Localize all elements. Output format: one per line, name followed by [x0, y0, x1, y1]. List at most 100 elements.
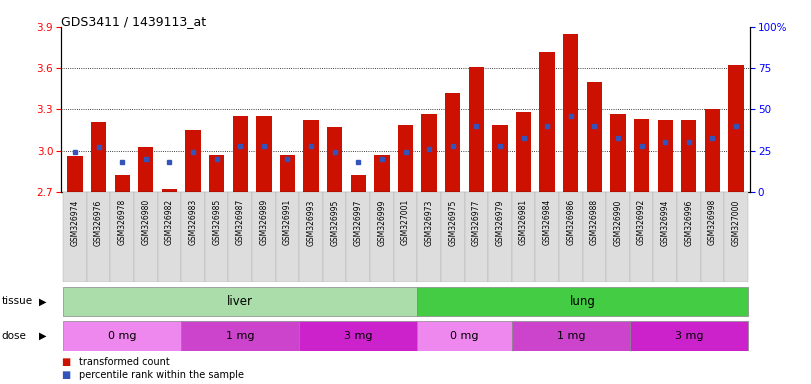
Text: GSM326984: GSM326984: [543, 199, 551, 245]
Text: GSM326978: GSM326978: [118, 199, 127, 245]
FancyBboxPatch shape: [370, 192, 393, 282]
Bar: [705, 109, 720, 192]
FancyBboxPatch shape: [441, 192, 465, 282]
Bar: [350, 175, 366, 192]
Bar: [611, 114, 625, 192]
FancyBboxPatch shape: [630, 321, 748, 351]
Text: GSM326997: GSM326997: [354, 199, 363, 246]
Bar: [445, 93, 461, 192]
Bar: [658, 121, 673, 192]
Text: percentile rank within the sample: percentile rank within the sample: [79, 370, 244, 380]
Text: GSM327001: GSM327001: [401, 199, 410, 245]
Text: GSM326975: GSM326975: [448, 199, 457, 246]
FancyBboxPatch shape: [512, 321, 630, 351]
Text: GSM326991: GSM326991: [283, 199, 292, 245]
Text: GSM326973: GSM326973: [425, 199, 434, 246]
Text: 3 mg: 3 mg: [344, 331, 372, 341]
FancyBboxPatch shape: [488, 192, 512, 282]
Text: GSM326980: GSM326980: [141, 199, 150, 245]
FancyBboxPatch shape: [134, 192, 157, 282]
Text: GSM326974: GSM326974: [71, 199, 79, 246]
FancyBboxPatch shape: [299, 321, 418, 351]
Bar: [138, 147, 153, 192]
Text: ■: ■: [61, 357, 70, 367]
Text: GSM326996: GSM326996: [684, 199, 693, 246]
Text: 0 mg: 0 mg: [108, 331, 136, 341]
FancyBboxPatch shape: [63, 321, 181, 351]
Text: GSM326992: GSM326992: [637, 199, 646, 245]
Bar: [303, 121, 319, 192]
FancyBboxPatch shape: [181, 192, 205, 282]
FancyBboxPatch shape: [418, 321, 512, 351]
Bar: [186, 130, 200, 192]
Text: GSM326988: GSM326988: [590, 199, 599, 245]
FancyBboxPatch shape: [87, 192, 110, 282]
FancyBboxPatch shape: [654, 192, 677, 282]
Bar: [492, 124, 508, 192]
FancyBboxPatch shape: [701, 192, 724, 282]
FancyBboxPatch shape: [418, 287, 748, 316]
Bar: [233, 116, 248, 192]
Text: 3 mg: 3 mg: [675, 331, 703, 341]
FancyBboxPatch shape: [465, 192, 488, 282]
FancyBboxPatch shape: [323, 192, 346, 282]
Text: ▶: ▶: [39, 296, 46, 306]
Bar: [469, 67, 484, 192]
Bar: [728, 65, 744, 192]
FancyBboxPatch shape: [724, 192, 748, 282]
Text: 1 mg: 1 mg: [556, 331, 585, 341]
Text: GSM326977: GSM326977: [472, 199, 481, 246]
FancyBboxPatch shape: [157, 192, 181, 282]
Bar: [374, 155, 389, 192]
Bar: [327, 127, 342, 192]
Text: GSM326993: GSM326993: [307, 199, 315, 246]
Bar: [280, 155, 295, 192]
Text: dose: dose: [2, 331, 27, 341]
Bar: [209, 155, 225, 192]
Bar: [256, 116, 272, 192]
Bar: [563, 34, 578, 192]
FancyBboxPatch shape: [63, 192, 87, 282]
Text: GSM326989: GSM326989: [260, 199, 268, 245]
Text: GSM326985: GSM326985: [212, 199, 221, 245]
Text: GSM326983: GSM326983: [188, 199, 198, 245]
FancyBboxPatch shape: [299, 192, 323, 282]
Text: GSM326999: GSM326999: [377, 199, 386, 246]
Bar: [114, 175, 130, 192]
FancyBboxPatch shape: [181, 321, 299, 351]
FancyBboxPatch shape: [110, 192, 134, 282]
Bar: [681, 121, 697, 192]
Text: GSM326982: GSM326982: [165, 199, 174, 245]
Text: lung: lung: [569, 295, 595, 308]
Bar: [634, 119, 650, 192]
FancyBboxPatch shape: [559, 192, 582, 282]
FancyBboxPatch shape: [677, 192, 701, 282]
Text: 0 mg: 0 mg: [450, 331, 478, 341]
Text: GSM326981: GSM326981: [519, 199, 528, 245]
Bar: [161, 189, 177, 192]
Bar: [67, 156, 83, 192]
FancyBboxPatch shape: [229, 192, 252, 282]
FancyBboxPatch shape: [63, 287, 418, 316]
Bar: [91, 122, 106, 192]
Bar: [398, 124, 413, 192]
Text: GSM326976: GSM326976: [94, 199, 103, 246]
FancyBboxPatch shape: [346, 192, 370, 282]
FancyBboxPatch shape: [630, 192, 654, 282]
Text: ■: ■: [61, 370, 70, 380]
FancyBboxPatch shape: [252, 192, 276, 282]
Text: liver: liver: [227, 295, 253, 308]
Text: GSM326986: GSM326986: [566, 199, 575, 245]
Text: GSM326990: GSM326990: [613, 199, 623, 246]
Text: ▶: ▶: [39, 331, 46, 341]
FancyBboxPatch shape: [418, 192, 441, 282]
Text: 1 mg: 1 mg: [226, 331, 255, 341]
FancyBboxPatch shape: [393, 192, 418, 282]
Text: GSM326994: GSM326994: [661, 199, 670, 246]
Text: GSM326998: GSM326998: [708, 199, 717, 245]
Text: GSM327000: GSM327000: [732, 199, 740, 246]
FancyBboxPatch shape: [205, 192, 229, 282]
FancyBboxPatch shape: [512, 192, 535, 282]
FancyBboxPatch shape: [535, 192, 559, 282]
FancyBboxPatch shape: [606, 192, 630, 282]
